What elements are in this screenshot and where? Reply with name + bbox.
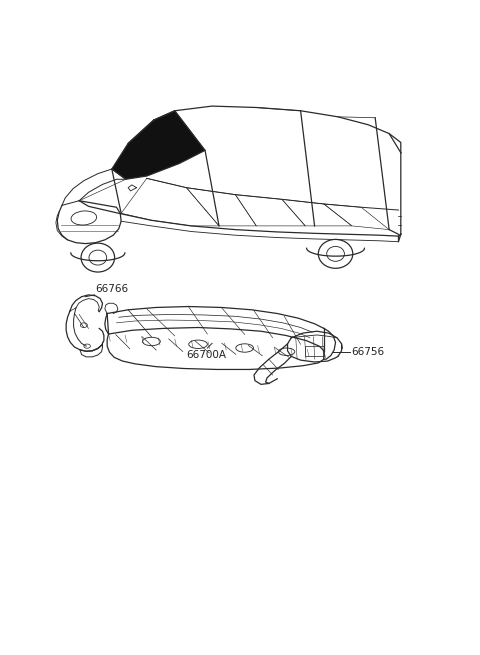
- Bar: [305, 346, 324, 356]
- Text: 66756: 66756: [351, 346, 384, 357]
- Polygon shape: [112, 111, 205, 179]
- Text: 66700A: 66700A: [186, 350, 227, 360]
- Text: 66766: 66766: [96, 284, 129, 294]
